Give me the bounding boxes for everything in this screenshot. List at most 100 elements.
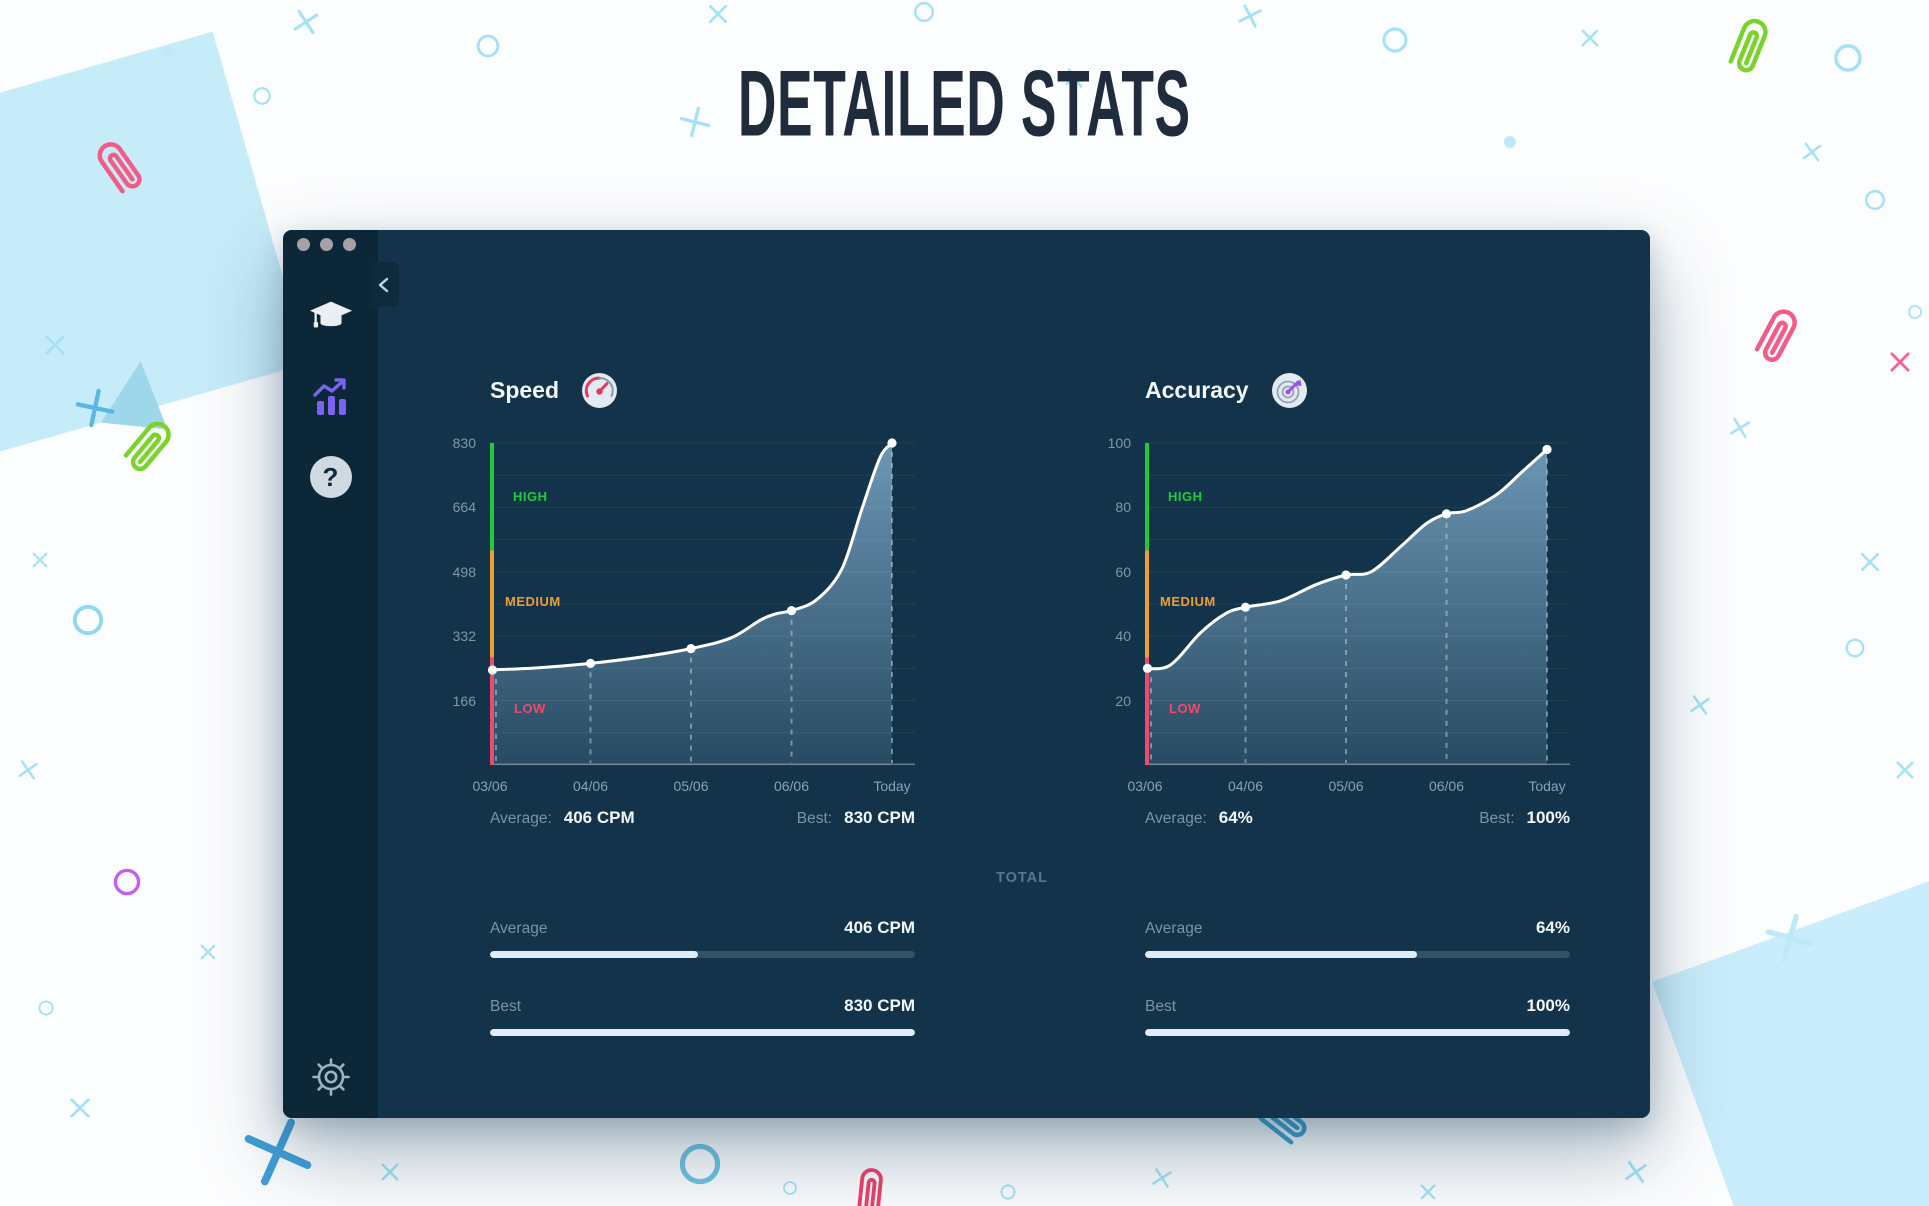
x-axis-tick: 04/06 <box>572 778 609 794</box>
total-best-label: Best <box>1145 998 1177 1015</box>
traffic-light-close[interactable] <box>297 238 310 251</box>
speed-panel: Speed 830 664 498 332 166 HIGH MEDIUM LOW 03/06 0… <box>453 370 915 1070</box>
data-point <box>887 438 897 448</box>
sidebar-item-help[interactable]: ? <box>308 454 354 500</box>
total-average-value: 64% <box>1535 918 1570 937</box>
paperclip-decoration <box>856 1167 884 1206</box>
sidebar-item-lessons[interactable] <box>308 294 354 340</box>
best-label: Best: <box>796 810 833 827</box>
app-window: ? <box>283 230 1650 1118</box>
paperclip-decoration <box>1756 308 1799 362</box>
total-best-row: Best 100% <box>1145 996 1570 1036</box>
question-mark-icon: ? <box>322 461 339 492</box>
data-point <box>686 644 696 654</box>
data-point <box>1341 570 1351 580</box>
total-best-row: Best 830 CPM <box>490 996 915 1036</box>
speed-summary: Average: 406 CPM Best: 830 CPM <box>490 808 915 828</box>
y-axis-tick: 498 <box>452 563 476 580</box>
progress-bar <box>1145 951 1570 958</box>
total-average-row: Average 406 CPM <box>490 918 915 958</box>
paper-sheet-decoration <box>0 31 308 458</box>
window-controls <box>297 238 356 251</box>
x-axis-tick: 03/06 <box>472 778 508 794</box>
data-point <box>1142 663 1153 673</box>
data-point <box>585 658 596 668</box>
stats-chart-icon <box>312 378 346 415</box>
total-best-value: 100% <box>1526 996 1570 1015</box>
zone-axis-low <box>490 657 494 765</box>
progress-bar <box>490 951 915 958</box>
zone-label-low: LOW <box>514 701 546 716</box>
traffic-light-maximize[interactable] <box>343 238 356 251</box>
accuracy-panel: Accuracy 100 80 60 40 20 HIGH MEDIUM LOW 03/06 04… <box>1108 370 1570 1070</box>
y-axis-tick: 60 <box>1115 563 1131 580</box>
x-axis-tick: 06/06 <box>1428 778 1465 794</box>
y-axis-tick: 80 <box>1115 499 1131 516</box>
zone-label-high: HIGH <box>1168 489 1203 504</box>
y-axis-tick: 830 <box>452 435 476 451</box>
zone-axis-medium <box>1145 550 1149 658</box>
best-value: 830 CPM <box>844 808 915 827</box>
graduation-cap-icon <box>309 301 352 328</box>
zone-label-medium: MEDIUM <box>1160 594 1216 609</box>
collapse-sidebar-button[interactable] <box>371 262 399 307</box>
accuracy-chart-plot: 100 80 60 40 20 HIGH MEDIUM LOW 03/06 04/06 05/06 0… <box>1108 435 1570 794</box>
sidebar: ? <box>283 230 378 1118</box>
average-value: 64% <box>1218 808 1253 827</box>
speed-chart-plot: 830 664 498 332 166 HIGH MEDIUM LOW 03/06 04/06 05… <box>453 435 915 794</box>
total-average-label: Average <box>490 920 548 937</box>
purple-ring-decoration <box>113 868 141 896</box>
total-best-label: Best <box>490 998 522 1015</box>
y-axis-tick: 40 <box>1115 628 1131 645</box>
sidebar-item-statistics[interactable] <box>308 374 354 420</box>
y-axis-tick: 166 <box>452 692 476 709</box>
average-value: 406 CPM <box>563 808 635 827</box>
paperclip-decoration <box>124 419 173 471</box>
stats-content: Speed 830 664 498 332 166 HIGH MEDIUM LOW 03/06 0… <box>378 230 1650 1118</box>
best-label: Best: <box>1479 810 1515 827</box>
accuracy-chart-title: Accuracy <box>1145 376 1249 403</box>
progress-bar <box>1145 1029 1570 1036</box>
x-axis-tick: 03/06 <box>1127 778 1163 794</box>
total-average-label: Average <box>1145 920 1203 937</box>
x-axis-tick: 06/06 <box>773 778 810 794</box>
page-title: DETAILED STATS <box>738 51 1191 157</box>
zone-axis-low <box>1145 657 1149 765</box>
data-point <box>786 605 797 616</box>
x-axis-tick: 04/06 <box>1227 778 1264 794</box>
paper-sheet-decoration <box>1652 821 1929 1206</box>
zone-label-high: HIGH <box>513 489 548 504</box>
y-axis-tick: 664 <box>452 499 476 516</box>
y-axis-tick: 100 <box>1107 435 1131 451</box>
zone-label-medium: MEDIUM <box>505 594 561 609</box>
bold-cross-decoration <box>235 1109 320 1194</box>
target-icon <box>1271 372 1307 408</box>
gear-icon <box>311 1058 350 1096</box>
total-average-value: 406 CPM <box>844 918 915 937</box>
zone-axis-medium <box>490 550 494 658</box>
y-axis-tick: 332 <box>452 628 476 645</box>
x-axis-tick: Today <box>1528 778 1566 794</box>
data-point <box>1542 444 1552 455</box>
chevron-left-icon <box>378 277 389 292</box>
y-axis-tick: 20 <box>1115 692 1131 709</box>
data-point <box>1441 509 1452 519</box>
speedometer-icon <box>582 372 618 408</box>
average-label: Average: <box>1145 810 1207 827</box>
x-axis-tick: Today <box>873 778 911 794</box>
best-value: 100% <box>1526 808 1570 827</box>
zone-label-low: LOW <box>1169 701 1201 716</box>
x-axis-tick: 05/06 <box>1328 778 1364 794</box>
average-label: Average: <box>490 810 552 827</box>
sidebar-item-settings[interactable] <box>308 1054 354 1100</box>
speed-chart-title: Speed <box>490 376 560 403</box>
traffic-light-minimize[interactable] <box>320 238 333 251</box>
data-point <box>487 665 498 675</box>
zone-axis-high <box>1145 443 1149 551</box>
total-best-value: 830 CPM <box>844 996 915 1015</box>
zone-axis-high <box>490 443 494 551</box>
total-section-label: TOTAL <box>996 870 1048 886</box>
progress-bar <box>490 1029 915 1036</box>
x-axis-tick: 05/06 <box>673 778 709 794</box>
